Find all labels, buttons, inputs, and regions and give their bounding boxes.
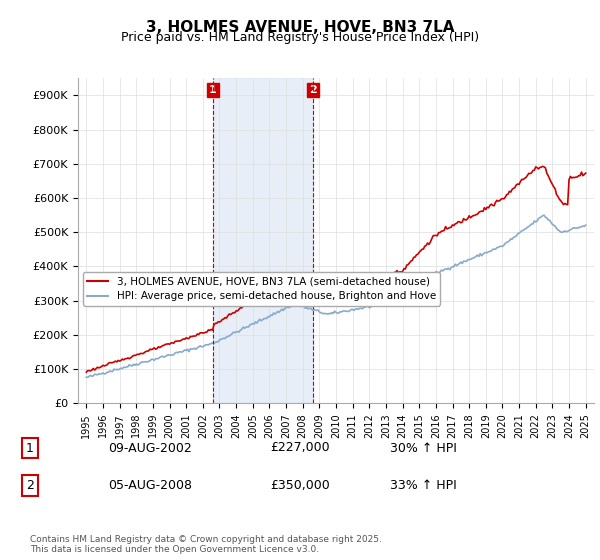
Text: 2: 2 bbox=[309, 85, 317, 95]
Bar bbox=[213, 78, 313, 403]
Text: 09-AUG-2002: 09-AUG-2002 bbox=[108, 441, 192, 455]
Text: £227,000: £227,000 bbox=[270, 441, 329, 455]
Legend: 3, HOLMES AVENUE, HOVE, BN3 7LA (semi-detached house), HPI: Average price, semi-: 3, HOLMES AVENUE, HOVE, BN3 7LA (semi-de… bbox=[83, 272, 440, 306]
Text: 1: 1 bbox=[26, 441, 34, 455]
Text: 33% ↑ HPI: 33% ↑ HPI bbox=[390, 479, 457, 492]
Text: 3, HOLMES AVENUE, HOVE, BN3 7LA: 3, HOLMES AVENUE, HOVE, BN3 7LA bbox=[146, 20, 454, 35]
Text: Contains HM Land Registry data © Crown copyright and database right 2025.
This d: Contains HM Land Registry data © Crown c… bbox=[30, 535, 382, 554]
Text: 30% ↑ HPI: 30% ↑ HPI bbox=[390, 441, 457, 455]
Text: 1: 1 bbox=[209, 85, 217, 95]
Text: 2: 2 bbox=[26, 479, 34, 492]
Text: £350,000: £350,000 bbox=[270, 479, 330, 492]
Text: 05-AUG-2008: 05-AUG-2008 bbox=[108, 479, 192, 492]
Text: Price paid vs. HM Land Registry's House Price Index (HPI): Price paid vs. HM Land Registry's House … bbox=[121, 31, 479, 44]
